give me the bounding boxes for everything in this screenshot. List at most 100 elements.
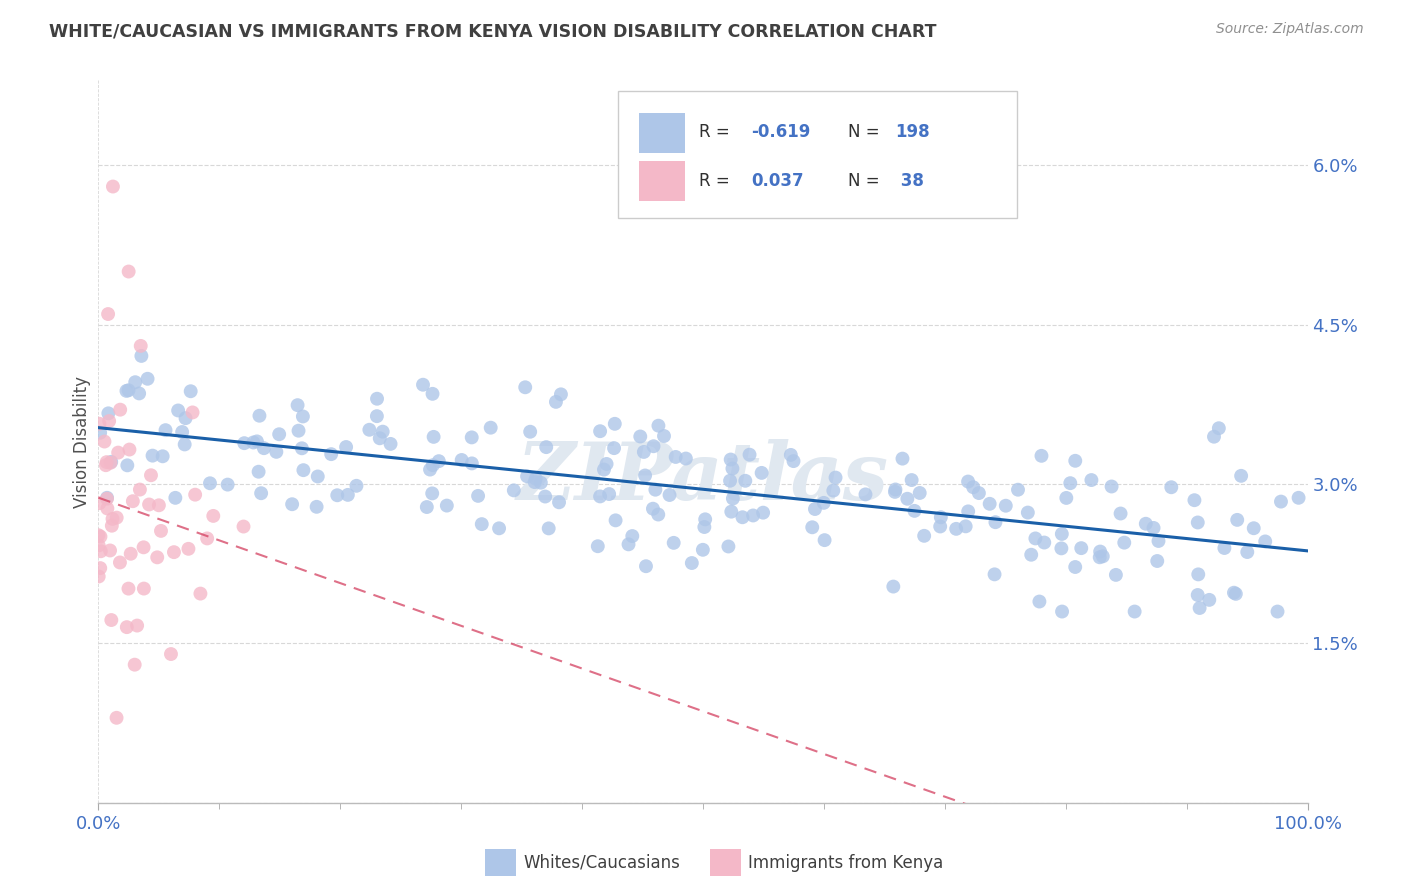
Point [89,425,111,440]
Point [1050,605,1073,619]
Point [479,420,502,434]
Point [1017,506,1039,520]
Point [416,500,439,514]
Point [129,483,152,497]
Point [929,510,952,524]
Point [366,392,388,406]
Point [1059,476,1081,491]
Point [900,473,922,487]
Point [291,409,314,424]
Point [804,502,827,516]
Point [1187,588,1209,602]
Point [603,417,626,431]
Point [634,559,657,574]
Point [984,515,1007,529]
Point [249,409,271,423]
Point [779,448,801,462]
Point [1109,507,1132,521]
Point [152,450,174,464]
Point [160,647,183,661]
Point [1236,545,1258,559]
Point [589,424,612,438]
Point [118,442,141,457]
Point [1114,535,1136,549]
Point [366,409,388,424]
Point [184,488,207,502]
Point [695,512,717,526]
Point [89,496,111,510]
Y-axis label: Vision Disability: Vision Disability [73,376,91,508]
Point [141,449,163,463]
Point [117,458,139,473]
Text: N =: N = [848,123,880,141]
Point [461,457,484,471]
Point [548,495,571,509]
Point [1088,544,1111,558]
Point [96,455,118,469]
Point [751,466,773,480]
Point [172,425,194,439]
Text: R =: R = [699,172,730,190]
Point [89,530,111,544]
Point [420,486,443,500]
Point [107,445,129,459]
Point [1064,454,1087,468]
FancyBboxPatch shape [619,91,1018,218]
Point [1146,554,1168,568]
Point [884,484,907,499]
Point [174,411,197,425]
Point [662,536,685,550]
Point [471,517,494,532]
Point [1050,541,1073,556]
Point [1230,468,1253,483]
Point [681,556,703,570]
Point [105,510,128,524]
Point [721,491,744,506]
Point [589,490,612,504]
Point [945,522,967,536]
Point [1088,550,1111,565]
Point [1187,516,1209,530]
Point [246,434,269,449]
Point [593,462,616,476]
Point [488,521,510,535]
Point [957,475,980,489]
Point [1226,513,1249,527]
Point [605,513,627,527]
Point [962,480,984,494]
Point [93,434,115,449]
Point [524,472,547,486]
Point [855,487,877,501]
Point [644,483,666,497]
Point [530,475,553,490]
Point [1033,535,1056,549]
Point [89,561,111,575]
Point [534,490,557,504]
Point [536,440,558,454]
Point [515,380,537,394]
Point [823,483,845,498]
Point [232,519,254,533]
Point [269,427,291,442]
Point [321,447,343,461]
Point [586,539,609,553]
Point [198,476,221,491]
Point [115,620,138,634]
Point [412,377,434,392]
Point [139,468,162,483]
Point [96,491,118,506]
Point [335,440,357,454]
Point [108,402,131,417]
Text: 0.037: 0.037 [751,172,804,190]
Point [101,179,124,194]
Text: Source: ZipAtlas.com: Source: ZipAtlas.com [1216,22,1364,37]
Point [903,504,925,518]
Point [287,424,309,438]
Point [1105,567,1128,582]
Point [896,491,918,506]
Point [359,423,381,437]
Point [884,483,907,497]
Point [177,541,200,556]
Point [129,339,152,353]
Point [136,372,159,386]
